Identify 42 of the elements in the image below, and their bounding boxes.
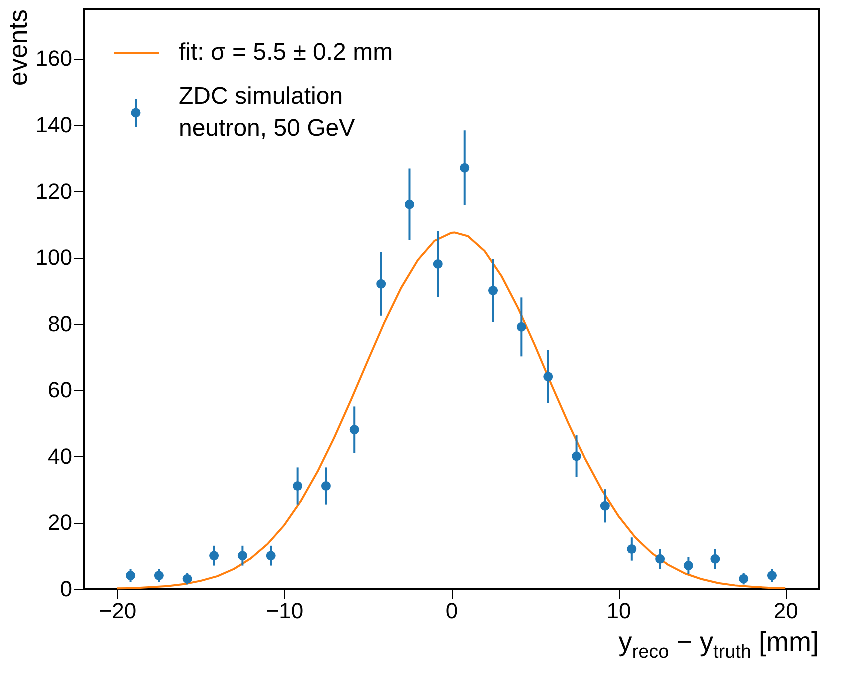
y-tick-label: 60 bbox=[48, 378, 72, 403]
y-tick-label: 160 bbox=[36, 46, 72, 72]
y-tick-label: 120 bbox=[36, 178, 72, 204]
point bbox=[350, 425, 360, 435]
point bbox=[433, 259, 443, 269]
legend-label: fit: σ = 5.5 ± 0.2 mm bbox=[179, 39, 394, 66]
point bbox=[238, 551, 248, 561]
point bbox=[710, 554, 720, 564]
point bbox=[126, 571, 136, 580]
x-tick-label: 0 bbox=[446, 598, 458, 624]
point bbox=[266, 551, 276, 561]
x-tick-label: −10 bbox=[266, 598, 304, 624]
point bbox=[460, 163, 470, 173]
point bbox=[739, 574, 749, 584]
point bbox=[600, 501, 610, 511]
point bbox=[684, 561, 694, 571]
point bbox=[321, 482, 331, 491]
point bbox=[627, 544, 637, 554]
legend-label: ZDC simulation neutron, 50 GeV bbox=[179, 83, 356, 142]
point bbox=[154, 571, 164, 580]
x-tick-label: 20 bbox=[774, 598, 798, 624]
point bbox=[544, 372, 554, 382]
y-tick-label: 80 bbox=[48, 311, 72, 336]
point bbox=[767, 571, 777, 580]
point bbox=[404, 200, 414, 210]
point bbox=[656, 554, 666, 564]
x-tick-label: 10 bbox=[606, 598, 632, 624]
y-tick-label: 100 bbox=[36, 245, 72, 270]
line-series bbox=[116, 232, 787, 590]
point bbox=[293, 482, 303, 491]
point bbox=[572, 452, 582, 462]
point bbox=[182, 574, 192, 584]
y-axis-title: events bbox=[2, 10, 33, 86]
point bbox=[516, 322, 526, 332]
y-tick-label: 140 bbox=[36, 112, 72, 138]
point bbox=[210, 551, 220, 561]
point bbox=[376, 279, 386, 289]
y-tick-label: 0 bbox=[60, 576, 72, 602]
y-tick-label: 20 bbox=[48, 510, 72, 536]
x-tick-label: −20 bbox=[99, 598, 137, 624]
point bbox=[488, 286, 498, 296]
y-tick-label: 40 bbox=[48, 444, 72, 469]
